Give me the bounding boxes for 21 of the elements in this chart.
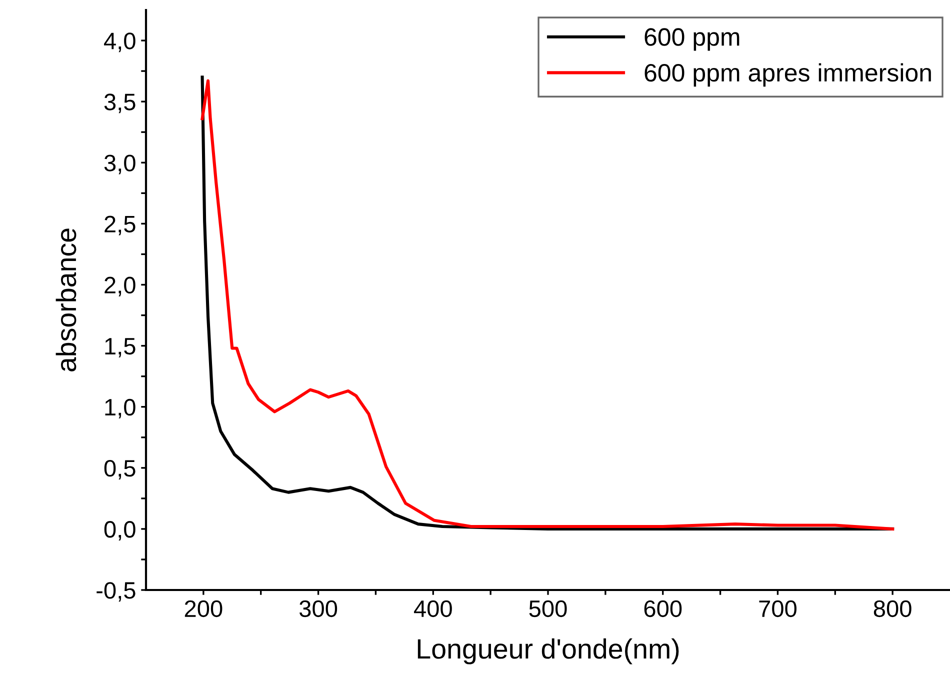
x-axis-title: Longueur d'onde(nm) [418,638,679,664]
legend-label: 600 ppm apres immersion [644,63,931,87]
y-tick-label: 0,0 [104,521,136,541]
x-tick-label: 500 [529,600,567,618]
y-axis-title: absorbance [56,228,76,372]
y-tick-label: 1,5 [105,338,136,358]
x-tick-label: 400 [414,600,452,618]
y-tick-label: 3,0 [104,154,136,174]
y-tick-label: -0,5 [96,582,136,602]
y-tick-label: 2,0 [104,276,136,296]
x-tick-label: 600 [644,600,682,618]
x-tick-label: 300 [299,600,338,618]
x-tick-label: 200 [184,600,222,618]
y-tick-label: 1,0 [105,398,136,418]
y-tick-label: 2,5 [104,216,136,236]
legend-label: 600 ppm [644,28,740,51]
x-tick-label: 700 [759,600,796,618]
y-tick-label: 4,0 [104,32,136,52]
y-tick-label: 0,5 [104,460,136,480]
y-tick-label: 3,5 [104,94,136,114]
x-tick-label: 800 [874,600,912,618]
